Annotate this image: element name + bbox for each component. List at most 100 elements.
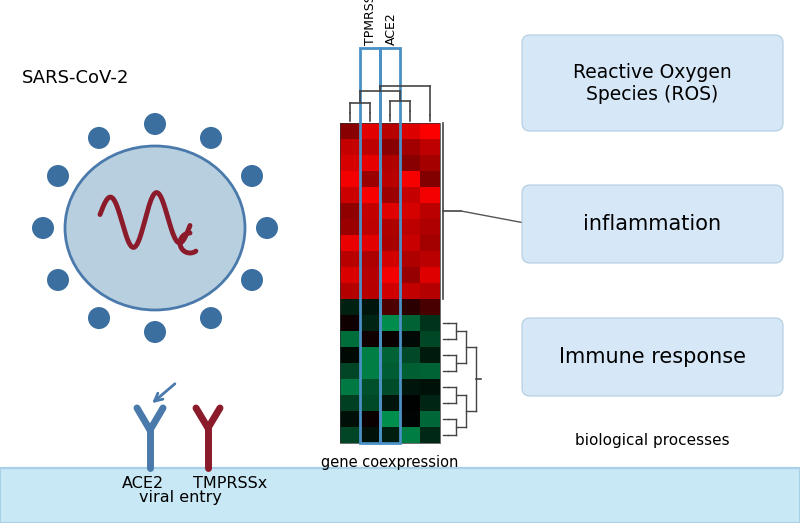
Bar	[380, 395, 400, 411]
Bar	[420, 331, 440, 347]
Bar	[380, 411, 400, 427]
Bar	[420, 283, 440, 299]
Bar	[340, 123, 440, 443]
Bar	[360, 347, 380, 363]
Bar	[420, 267, 440, 283]
Bar	[360, 171, 380, 187]
Text: ACE2: ACE2	[122, 476, 164, 491]
Text: ACE2: ACE2	[385, 12, 398, 45]
Bar	[400, 155, 420, 171]
Bar	[340, 379, 360, 395]
Bar	[400, 379, 420, 395]
Bar	[400, 411, 420, 427]
Bar	[360, 427, 380, 443]
Bar	[420, 139, 440, 155]
Bar	[400, 251, 420, 267]
Bar	[380, 171, 400, 187]
Circle shape	[144, 113, 166, 135]
Bar	[380, 283, 400, 299]
Text: Reactive Oxygen
Species (ROS): Reactive Oxygen Species (ROS)	[573, 63, 732, 104]
Bar	[360, 379, 380, 395]
Circle shape	[241, 165, 263, 187]
Bar	[400, 171, 420, 187]
Bar	[400, 427, 420, 443]
Text: SARS-CoV-2: SARS-CoV-2	[22, 69, 130, 87]
Bar	[360, 235, 380, 251]
Bar	[380, 363, 400, 379]
Bar	[420, 235, 440, 251]
Bar	[340, 187, 360, 203]
Bar	[380, 139, 400, 155]
Bar	[400, 139, 420, 155]
Bar	[360, 155, 380, 171]
Bar	[420, 379, 440, 395]
Bar	[400, 347, 420, 363]
Bar	[420, 251, 440, 267]
Bar	[400, 187, 420, 203]
Bar	[340, 347, 360, 363]
Bar	[340, 251, 360, 267]
Bar	[420, 219, 440, 235]
Bar	[340, 283, 360, 299]
Bar	[380, 251, 400, 267]
FancyBboxPatch shape	[522, 185, 783, 263]
Bar	[380, 48, 400, 443]
Bar	[360, 267, 380, 283]
Bar	[400, 331, 420, 347]
Bar	[340, 155, 360, 171]
Circle shape	[88, 307, 110, 329]
Bar	[360, 315, 380, 331]
Circle shape	[47, 269, 69, 291]
FancyBboxPatch shape	[522, 35, 783, 131]
Bar	[340, 331, 360, 347]
Ellipse shape	[65, 146, 245, 310]
Text: viral entry: viral entry	[138, 490, 222, 505]
Bar	[380, 315, 400, 331]
Bar	[340, 315, 360, 331]
Bar	[360, 187, 380, 203]
Bar	[400, 363, 420, 379]
Bar	[380, 203, 400, 219]
Text: inflammation: inflammation	[583, 214, 722, 234]
Bar	[340, 395, 360, 411]
Bar	[420, 203, 440, 219]
Bar	[360, 363, 380, 379]
Bar	[340, 203, 360, 219]
Bar	[420, 411, 440, 427]
Circle shape	[241, 269, 263, 291]
Bar	[420, 315, 440, 331]
Circle shape	[256, 217, 278, 239]
Bar	[340, 139, 360, 155]
Bar	[420, 427, 440, 443]
Bar	[380, 235, 400, 251]
Bar	[420, 155, 440, 171]
Bar	[380, 347, 400, 363]
Text: gene coexpression: gene coexpression	[322, 455, 458, 470]
Bar	[340, 235, 360, 251]
Bar	[380, 219, 400, 235]
Bar	[360, 203, 380, 219]
Circle shape	[200, 127, 222, 149]
Bar	[400, 203, 420, 219]
Circle shape	[200, 307, 222, 329]
Bar	[420, 171, 440, 187]
Bar	[380, 379, 400, 395]
Circle shape	[88, 127, 110, 149]
Bar	[420, 395, 440, 411]
Bar	[400, 283, 420, 299]
Bar	[340, 363, 360, 379]
Bar	[400, 219, 420, 235]
Bar	[380, 299, 400, 315]
Bar	[360, 283, 380, 299]
Bar	[420, 123, 440, 139]
Text: Immune response: Immune response	[559, 347, 746, 367]
Text: TPMRSS4: TPMRSS4	[365, 0, 378, 45]
Bar	[400, 267, 420, 283]
Bar	[380, 427, 400, 443]
Bar	[420, 347, 440, 363]
Bar	[420, 299, 440, 315]
Bar	[400, 299, 420, 315]
Bar	[340, 411, 360, 427]
Bar	[360, 411, 380, 427]
Bar	[380, 123, 400, 139]
